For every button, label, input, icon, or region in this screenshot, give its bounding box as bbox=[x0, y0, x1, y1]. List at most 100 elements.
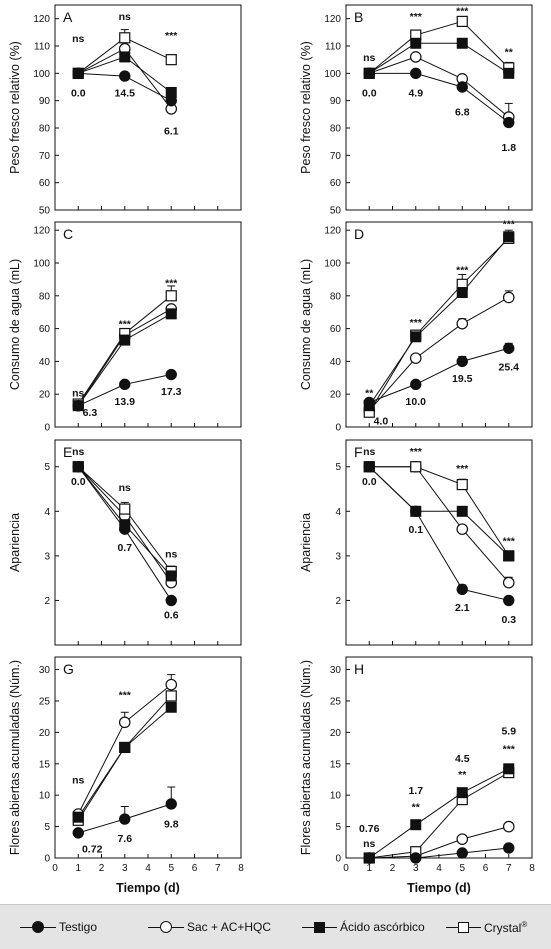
data-point-sac bbox=[456, 523, 469, 535]
y-tick-label: 15 bbox=[39, 759, 51, 770]
significance-label: ns bbox=[119, 11, 131, 23]
x-tick-label: 0 bbox=[52, 863, 58, 874]
value-label: 25.4 bbox=[499, 361, 520, 373]
y-axis-title: Peso fresco relativo (%) bbox=[8, 41, 22, 174]
data-point-testigo bbox=[503, 342, 515, 354]
legend-label-crystal: Crystal® bbox=[484, 920, 527, 935]
significance-label: 1.7 bbox=[408, 785, 423, 797]
series-line bbox=[369, 772, 510, 859]
y-tick-label: 120 bbox=[324, 14, 341, 25]
y-tick-label: 4 bbox=[44, 507, 50, 518]
data-point-ascorbico bbox=[456, 787, 468, 799]
significance-label: *** bbox=[503, 535, 516, 547]
y-tick-label: 4 bbox=[335, 507, 341, 518]
chart-panel-c: 0 20 40 60 80 100 120 Consumo de agua (mL) Cns **… bbox=[8, 221, 242, 434]
chart-panel-h: 0 5 10 15 20 25 30 0 1 2 3 4 5 6 7 8 Flores abiertas acu… bbox=[299, 656, 535, 895]
data-point-testigo bbox=[456, 355, 468, 368]
value-label: 0.0 bbox=[71, 476, 86, 488]
value-label: 6.8 bbox=[455, 107, 470, 119]
panel-letter: C bbox=[63, 226, 73, 242]
y-tick-label: 100 bbox=[33, 69, 50, 80]
series-line bbox=[369, 347, 509, 403]
legend-item-crystal: Crystal® bbox=[446, 905, 527, 949]
y-axis-title: Flores abiertas acumuladas (Núm.) bbox=[299, 660, 313, 855]
x-tick-label: 3 bbox=[122, 863, 128, 874]
value-label: 0.1 bbox=[408, 524, 423, 536]
y-tick-label: 20 bbox=[330, 390, 342, 401]
y-axis-title: Peso fresco relativo (%) bbox=[299, 41, 313, 174]
x-tick-label: 6 bbox=[192, 863, 198, 874]
significance-label: ns bbox=[72, 33, 84, 45]
value-label: 0.6 bbox=[164, 610, 179, 622]
x-tick-label: 6 bbox=[483, 863, 489, 874]
data-point-sac bbox=[502, 291, 515, 304]
y-tick-label: 120 bbox=[324, 226, 341, 237]
x-axis-title: Tiempo (d) bbox=[116, 881, 180, 895]
y-tick-label: 0 bbox=[335, 854, 341, 865]
significance-label: ** bbox=[365, 388, 374, 400]
significance-label: 5.9 bbox=[501, 725, 516, 737]
data-point-ascorbico bbox=[410, 819, 422, 831]
chart-panel-f: 2 3 4 5 Apariencia F ns *** *** *** 0.0 0.1 2.1 0.3 bbox=[299, 439, 533, 646]
y-tick-label: 5 bbox=[335, 822, 341, 833]
value-label: 19.5 bbox=[452, 373, 473, 385]
x-tick-label: 4 bbox=[145, 863, 151, 874]
data-point-sac bbox=[409, 51, 422, 63]
data-point-ascorbico bbox=[456, 37, 468, 49]
x-tick-label: 5 bbox=[168, 863, 174, 874]
chart-panel-g: 0 5 10 15 20 25 30 0 1 2 3 4 5 6 7 8 Flores abiertas acu… bbox=[8, 656, 244, 895]
y-tick-label: 10 bbox=[39, 791, 51, 802]
data-point-crystal bbox=[456, 15, 468, 27]
y-tick-label: 120 bbox=[33, 14, 50, 25]
data-point-sac bbox=[456, 833, 469, 845]
significance-label: ns bbox=[165, 549, 177, 561]
legend-item-testigo: Testigo bbox=[20, 905, 97, 949]
significance-label: ns bbox=[363, 838, 375, 850]
y-tick-label: 60 bbox=[330, 324, 342, 335]
legend-label-testigo: Testigo bbox=[59, 920, 98, 934]
data-point-testigo bbox=[503, 116, 515, 129]
value-label: 6.3 bbox=[83, 407, 98, 419]
y-tick-label: 90 bbox=[39, 96, 51, 107]
series-line bbox=[368, 768, 509, 859]
data-point-testigo bbox=[410, 67, 422, 80]
data-point-testigo bbox=[165, 594, 177, 607]
y-tick-label: 80 bbox=[330, 124, 342, 135]
y-tick-label: 80 bbox=[39, 291, 51, 302]
significance-label: *** bbox=[119, 319, 132, 331]
y-tick-label: 2 bbox=[44, 596, 50, 607]
y-tick-label: 15 bbox=[330, 759, 342, 770]
series-line bbox=[369, 72, 510, 123]
series-line bbox=[368, 466, 510, 557]
y-tick-label: 25 bbox=[39, 696, 51, 707]
data-point-testigo bbox=[503, 594, 515, 607]
x-tick-label: 7 bbox=[215, 863, 221, 874]
y-tick-label: 5 bbox=[44, 822, 50, 833]
series-line bbox=[369, 56, 510, 118]
series-line bbox=[368, 42, 510, 74]
data-point-testigo bbox=[456, 81, 468, 93]
data-point-testigo bbox=[165, 798, 177, 810]
data-point-testigo bbox=[503, 842, 515, 854]
y-tick-label: 2 bbox=[335, 596, 341, 607]
series-line bbox=[368, 297, 509, 411]
significance-label: *** bbox=[410, 446, 423, 458]
value-label: 14.5 bbox=[115, 87, 136, 99]
chart-panel-a: 50 60 70 80 90 100 110 120 Peso fresco relativo … bbox=[8, 4, 242, 217]
data-point-testigo bbox=[119, 378, 131, 391]
registered-mark: ® bbox=[521, 919, 528, 929]
legend-line bbox=[446, 926, 458, 928]
panel-letter: H bbox=[354, 661, 364, 677]
y-tick-label: 10 bbox=[330, 791, 342, 802]
data-point-ascorbico bbox=[165, 701, 177, 713]
y-tick-label: 20 bbox=[39, 728, 51, 739]
y-tick-label: 20 bbox=[39, 390, 51, 401]
y-tick-label: 0 bbox=[44, 854, 50, 865]
y-tick-label: 60 bbox=[330, 178, 342, 189]
data-point-crystal bbox=[165, 690, 177, 702]
significance-label: ns bbox=[72, 388, 84, 400]
series-line bbox=[368, 238, 510, 413]
y-tick-label: 90 bbox=[330, 96, 342, 107]
legend-line bbox=[325, 926, 337, 928]
data-point-testigo bbox=[410, 378, 422, 391]
